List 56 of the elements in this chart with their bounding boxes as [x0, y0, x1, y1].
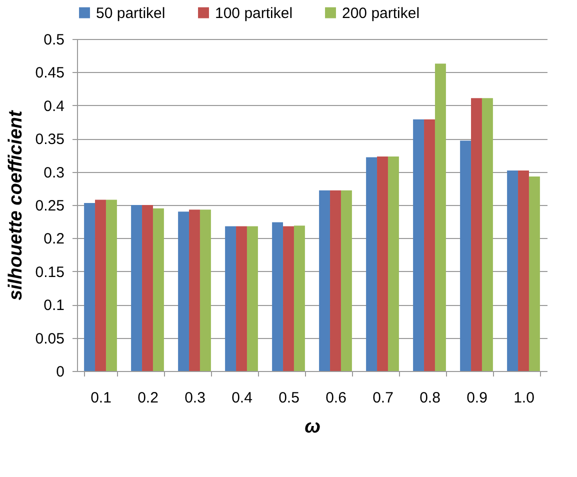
- bar: [95, 200, 106, 371]
- bar: [460, 140, 472, 371]
- legend-label: 50 partikel: [96, 4, 166, 22]
- bar: [319, 190, 330, 371]
- x-tick-label: 1.0: [514, 390, 534, 406]
- legend-label: 200 partikel: [342, 4, 420, 22]
- bar: [294, 226, 305, 371]
- bar: [246, 226, 258, 371]
- bar: [413, 119, 424, 371]
- y-tick-label: 0: [56, 364, 64, 380]
- bar: [152, 208, 164, 371]
- bar: [283, 226, 294, 371]
- x-tick-label: 0.7: [372, 390, 394, 406]
- bar: [142, 205, 153, 371]
- y-tick-label: 0.05: [35, 330, 64, 348]
- bar: [377, 156, 388, 371]
- x-tick-label: 0.2: [138, 390, 158, 406]
- y-tick-label: 0.4: [44, 98, 64, 115]
- y-tick-label: 0.15: [35, 264, 64, 281]
- bar: [507, 170, 518, 371]
- y-tick-label: 0.3: [44, 164, 64, 182]
- bar: [272, 222, 284, 371]
- bar: [482, 98, 493, 371]
- y-tick-label: 0.2: [44, 230, 64, 248]
- bar: [424, 119, 435, 371]
- bar: [236, 226, 247, 371]
- bar: [366, 157, 378, 371]
- bar: [84, 203, 96, 371]
- bar: [225, 226, 236, 371]
- bar: [131, 205, 142, 371]
- bar: [330, 190, 341, 371]
- bar: [388, 156, 399, 371]
- bar: [106, 200, 117, 371]
- bar: [471, 98, 482, 371]
- y-axis-title: silhouette coefficient: [5, 110, 26, 300]
- x-tick-label: 0.6: [326, 390, 346, 406]
- y-tick-label: 0.5: [44, 32, 64, 48]
- x-axis-title: ω: [304, 416, 321, 438]
- x-tick-label: 0.4: [232, 390, 252, 406]
- bar: [518, 170, 529, 371]
- x-tick-label: 0.9: [466, 390, 488, 406]
- x-tick-label: 0.5: [278, 390, 300, 406]
- bar: [434, 64, 446, 371]
- y-tick-label: 0.45: [35, 64, 64, 82]
- bar: [340, 190, 352, 371]
- legend-label: 100 partikel: [215, 4, 293, 22]
- x-tick-label: 0.1: [90, 390, 112, 406]
- bar: [200, 210, 211, 371]
- bar: [178, 212, 190, 371]
- y-tick-label: 0.1: [44, 297, 64, 314]
- y-tick-label: 0.35: [35, 131, 64, 148]
- x-tick-label: 0.8: [420, 390, 440, 406]
- bar: [189, 210, 200, 371]
- x-tick-label: 0.3: [184, 390, 206, 406]
- bar: [528, 176, 540, 371]
- y-tick-label: 0.25: [35, 198, 64, 214]
